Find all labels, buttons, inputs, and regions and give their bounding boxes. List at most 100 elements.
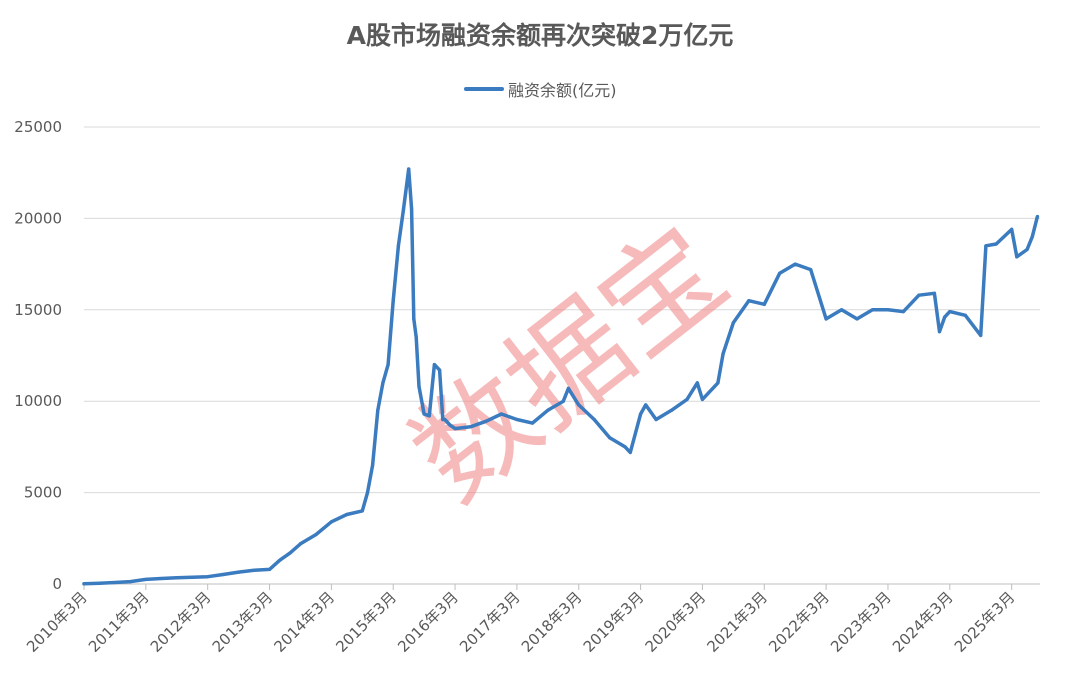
data-point xyxy=(97,581,102,585)
x-tick-label: 2022年3月 xyxy=(765,588,833,656)
x-tick-label: 2015年3月 xyxy=(332,588,400,656)
data-point xyxy=(809,267,813,272)
data-point xyxy=(932,291,936,295)
data-point xyxy=(566,386,571,391)
data-point xyxy=(685,397,689,401)
legend-swatch xyxy=(464,87,504,91)
y-tick-label: 10000 xyxy=(14,392,62,410)
data-point xyxy=(669,408,674,412)
data-point xyxy=(113,580,117,585)
x-tick-label: 2010年3月 xyxy=(23,588,91,656)
data-point xyxy=(855,317,859,321)
x-tick-label: 2019年3月 xyxy=(580,588,648,656)
data-point xyxy=(360,509,364,513)
data-point xyxy=(608,436,612,440)
data-point xyxy=(252,568,256,572)
data-point xyxy=(623,445,627,449)
data-point xyxy=(762,302,766,306)
data-point xyxy=(592,417,596,422)
data-point xyxy=(1035,214,1040,219)
x-tick-label: 2011年3月 xyxy=(85,588,153,656)
data-point xyxy=(237,570,241,574)
data-point xyxy=(190,575,194,579)
data-point xyxy=(414,335,418,339)
data-point xyxy=(654,417,658,422)
watermark-text: 数据宝 xyxy=(387,200,751,527)
data-point xyxy=(628,450,632,454)
data-point xyxy=(943,315,947,319)
data-point xyxy=(984,244,988,248)
data-point xyxy=(839,308,844,312)
data-point xyxy=(700,397,705,401)
data-point xyxy=(412,317,416,321)
data-point xyxy=(561,399,565,403)
data-point xyxy=(778,271,782,275)
data-point xyxy=(206,575,210,579)
x-tick-label: 2020年3月 xyxy=(642,588,710,656)
data-point xyxy=(221,572,225,577)
x-tick-label: 2021年3月 xyxy=(703,588,771,656)
data-point xyxy=(438,368,442,372)
data-point xyxy=(407,167,411,171)
data-point xyxy=(448,423,452,427)
x-tick-label: 2012年3月 xyxy=(147,588,215,656)
data-point xyxy=(1025,247,1029,252)
data-point xyxy=(917,293,921,297)
x-tick-label: 2023年3月 xyxy=(827,588,895,656)
data-point xyxy=(577,403,581,407)
data-point xyxy=(391,299,395,303)
data-point xyxy=(994,242,998,246)
data-point xyxy=(329,520,333,524)
data-point xyxy=(716,381,720,385)
data-point xyxy=(484,419,488,423)
data-point xyxy=(267,567,272,571)
legend: 融资余额(亿元) xyxy=(464,78,617,100)
data-point xyxy=(144,577,148,582)
data-point xyxy=(288,551,292,555)
y-tick-label: 15000 xyxy=(14,301,62,319)
x-axis: 2010年3月2011年3月2012年3月2013年3月2014年3月2015年… xyxy=(23,583,1040,656)
data-point xyxy=(1015,255,1019,259)
data-point xyxy=(824,317,828,321)
legend-label: 融资余额(亿元) xyxy=(508,81,617,100)
data-point xyxy=(128,580,132,584)
data-point xyxy=(409,207,414,211)
y-tick-label: 25000 xyxy=(14,118,62,136)
data-point xyxy=(427,414,431,418)
x-tick-label: 2017年3月 xyxy=(456,588,524,656)
data-point xyxy=(546,408,550,412)
data-point xyxy=(886,308,890,312)
data-point xyxy=(937,330,942,334)
x-tick-label: 2014年3月 xyxy=(271,588,339,656)
watermark: 数据宝 xyxy=(387,200,751,527)
y-axis: 0 5000 10000 15000 20000 25000 xyxy=(14,118,62,593)
data-point xyxy=(376,408,380,412)
data-point xyxy=(365,491,370,495)
y-tick-label: 0 xyxy=(52,575,62,593)
y-tick-label: 5000 xyxy=(24,484,62,502)
data-point xyxy=(401,207,406,211)
data-point xyxy=(386,363,390,367)
data-point xyxy=(175,576,179,580)
data-point xyxy=(515,417,519,422)
data-point xyxy=(644,403,648,407)
data-point xyxy=(1010,227,1014,231)
data-point xyxy=(695,381,699,385)
data-point xyxy=(314,533,318,537)
chart-title: A股市场融资余额再次突破2万亿元 xyxy=(346,21,734,50)
data-point xyxy=(443,417,447,422)
data-point xyxy=(381,381,385,385)
data-point xyxy=(432,363,437,367)
data-point xyxy=(721,352,725,356)
data-point xyxy=(948,310,952,314)
data-point xyxy=(530,421,534,425)
data-point xyxy=(793,262,797,266)
data-point xyxy=(453,427,457,431)
data-point xyxy=(278,558,282,562)
y-tick-label: 20000 xyxy=(14,209,62,227)
x-tick-label: 2016年3月 xyxy=(394,588,462,656)
x-tick-label: 2018年3月 xyxy=(518,588,586,656)
x-tick-label: 2024年3月 xyxy=(889,588,957,656)
data-point xyxy=(159,576,163,581)
